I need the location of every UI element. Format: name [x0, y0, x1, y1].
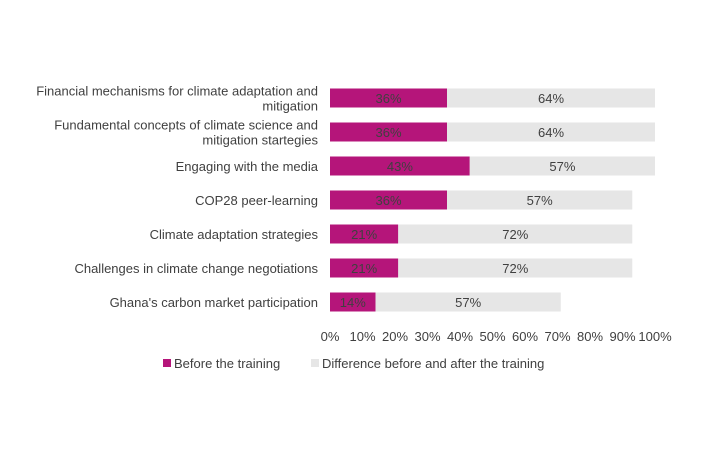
- bar-value-label: 36%: [375, 193, 401, 208]
- bar-difference: [447, 122, 655, 142]
- x-tick-label: 40%: [447, 329, 473, 344]
- bar-value-label: 43%: [387, 159, 413, 174]
- x-tick-label: 80%: [577, 329, 603, 344]
- x-tick-label: 100%: [638, 329, 672, 344]
- bar-value-label: 57%: [527, 193, 553, 208]
- x-tick-label: 50%: [479, 329, 505, 344]
- bar-difference: [398, 258, 633, 278]
- bar-value-label: 36%: [375, 91, 401, 106]
- legend-label: Before the training: [174, 356, 280, 371]
- legend: Before the training Difference before and…: [163, 356, 544, 371]
- bar-before-training: [330, 156, 470, 176]
- bar-before-training: [330, 224, 399, 244]
- category-label: mitigation startegies: [202, 133, 318, 148]
- bar-value-label: 21%: [351, 261, 377, 276]
- legend-swatch-before: [163, 359, 171, 367]
- category-label: Climate adaptation strategies: [150, 227, 319, 242]
- category-label: mitigation: [262, 99, 318, 114]
- category-label: Engaging with the media: [176, 159, 319, 174]
- x-axis-ticks: 0% 10% 20% 30% 40% 50% 60% 70% 80% 90% 100%: [321, 329, 672, 344]
- legend-label: Difference before and after the training: [322, 356, 544, 371]
- plot-area: 36% 64% 36% 64% 43% 57% 36% 57% 21% 72% 21% 72% 14% 5…: [330, 88, 655, 312]
- bar-before-training: [330, 292, 376, 312]
- category-label: Financial mechanisms for climate adaptat…: [36, 84, 318, 99]
- bar-difference: [447, 88, 655, 108]
- bar-value-label: 64%: [538, 91, 564, 106]
- bar-difference: [447, 190, 633, 210]
- bar-value-label: 64%: [538, 125, 564, 140]
- x-tick-label: 60%: [512, 329, 538, 344]
- bar-value-label: 72%: [502, 227, 528, 242]
- x-tick-label: 20%: [382, 329, 408, 344]
- bar-before-training: [330, 88, 447, 108]
- bar-value-label: 14%: [340, 295, 366, 310]
- x-tick-label: 30%: [414, 329, 440, 344]
- bar-before-training: [330, 258, 399, 278]
- bar-value-label: 21%: [351, 227, 377, 242]
- legend-swatch-difference: [311, 359, 319, 367]
- category-label: Fundamental concepts of climate science …: [54, 118, 318, 133]
- category-labels: Financial mechanisms for climate adaptat…: [36, 84, 319, 311]
- bar-difference: [398, 224, 633, 244]
- x-tick-label: 70%: [544, 329, 570, 344]
- bar-difference: [469, 156, 655, 176]
- bar-value-label: 57%: [455, 295, 481, 310]
- category-label: Ghana's carbon market participation: [110, 295, 318, 310]
- bar-difference: [375, 292, 561, 312]
- bar-value-label: 57%: [549, 159, 575, 174]
- bar-value-label: 36%: [375, 125, 401, 140]
- bar-value-label: 72%: [502, 261, 528, 276]
- x-tick-label: 0%: [321, 329, 340, 344]
- x-tick-label: 90%: [609, 329, 635, 344]
- bar-before-training: [330, 190, 447, 210]
- category-label: Challenges in climate change negotiation…: [74, 261, 318, 276]
- bar-before-training: [330, 122, 447, 142]
- category-label: COP28 peer-learning: [195, 193, 318, 208]
- x-tick-label: 10%: [349, 329, 375, 344]
